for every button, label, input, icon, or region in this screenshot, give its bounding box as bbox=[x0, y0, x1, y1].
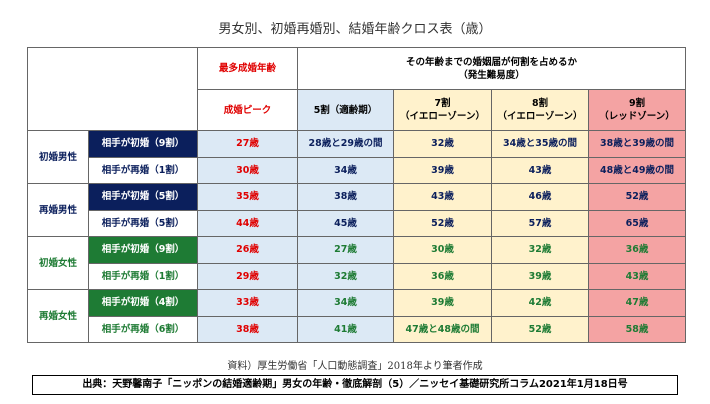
header-text: （レッドゾーン） bbox=[599, 111, 675, 122]
age-cell: 35歳 bbox=[197, 183, 298, 211]
row: 相手が再婚（1割） 29歳 32歳 36歳 39歳 43歳 bbox=[28, 262, 687, 290]
age-cell: 30歳 bbox=[197, 156, 298, 184]
age-cell: 65歳 bbox=[587, 209, 687, 237]
age-cell: 46歳 bbox=[491, 183, 589, 211]
age-cell: 27歳 bbox=[197, 130, 298, 158]
header-cell: 成婚ピーク bbox=[197, 89, 298, 131]
age-cell: 26歳 bbox=[197, 236, 298, 264]
partner-label: 相手が再婚（6割） bbox=[88, 315, 198, 343]
partner-label: 相手が再婚（1割） bbox=[88, 156, 198, 184]
age-cell: 42歳 bbox=[491, 289, 589, 317]
age-cell: 32歳 bbox=[491, 236, 589, 264]
group-label: 初婚男性 bbox=[27, 130, 89, 184]
partner-label: 相手が初婚（9割） bbox=[88, 236, 198, 264]
table: 最多成婚年齢 その年齢までの婚姻届が何割を占めるか （発生難易度） 成婚ピーク 5… bbox=[27, 47, 687, 343]
age-cell: 36歳 bbox=[393, 262, 492, 290]
age-cell: 38歳 bbox=[197, 315, 298, 343]
age-cell: 44歳 bbox=[197, 209, 298, 237]
row: 初婚女性 相手が初婚（9割） 26歳 27歳 30歳 32歳 36歳 bbox=[27, 236, 687, 290]
header-text: （イエローゾーン） bbox=[400, 111, 485, 122]
group-label: 再婚男性 bbox=[27, 183, 89, 237]
age-cell: 34歳 bbox=[297, 289, 394, 317]
age-cell: 39歳 bbox=[491, 262, 589, 290]
row: 相手が再婚（5割） 44歳 45歳 52歳 57歳 65歳 bbox=[28, 209, 687, 237]
header-text: 8割 bbox=[531, 98, 549, 109]
row: 初婚男性 相手が初婚（9割） 27歳 28歳と29歳の間 32歳 34歳と35歳の間 38歳… bbox=[27, 130, 687, 184]
age-cell: 52歳 bbox=[393, 209, 492, 237]
age-cell: 52歳 bbox=[587, 183, 687, 211]
partner-label: 相手が再婚（1割） bbox=[88, 262, 198, 290]
age-cell: 47歳 bbox=[587, 289, 687, 317]
header-cell: 8割 （イエローゾーン） bbox=[491, 89, 589, 131]
age-cell: 32歳 bbox=[393, 130, 492, 158]
age-cell: 32歳 bbox=[297, 262, 394, 290]
header-cell: 9割 （レッドゾーン） bbox=[587, 89, 687, 131]
header-cell: 最多成婚年齢 bbox=[197, 47, 298, 90]
row: 相手が再婚（1割） 30歳 34歳 39歳 43歳 48歳と49歳の間 bbox=[28, 156, 687, 184]
partner-label: 相手が初婚（4割） bbox=[88, 289, 198, 317]
age-cell: 43歳 bbox=[491, 156, 589, 184]
header-cell: 5割（適齢期） bbox=[297, 89, 394, 131]
age-cell: 57歳 bbox=[491, 209, 589, 237]
header-text: 9割 bbox=[628, 98, 646, 109]
age-cell: 52歳 bbox=[491, 315, 589, 343]
row: 再婚男性 相手が初婚（5割） 35歳 38歳 43歳 46歳 52歳 bbox=[27, 183, 687, 237]
group-label: 再婚女性 bbox=[27, 289, 89, 343]
age-cell: 47歳と48歳の間 bbox=[393, 315, 492, 343]
age-cell: 39歳 bbox=[393, 156, 492, 184]
age-cell: 48歳と49歳の間 bbox=[587, 156, 687, 184]
age-cell: 36歳 bbox=[587, 236, 687, 264]
partner-label: 相手が初婚（9割） bbox=[88, 130, 198, 158]
partner-label: 相手が初婚（5割） bbox=[88, 183, 198, 211]
age-cell: 43歳 bbox=[587, 262, 687, 290]
header-text: 7割 bbox=[434, 98, 451, 109]
age-cell: 27歳 bbox=[297, 236, 394, 264]
title: 男女別、初婚再婚別、結婚年齢クロス表（歳） bbox=[218, 22, 492, 37]
source: 出典：天野馨南子「ニッポンの結婚適齢期」男女の年齢・徹底解剖（5）／ニッセイ基礎… bbox=[32, 375, 678, 395]
age-cell: 33歳 bbox=[197, 289, 298, 317]
age-cell: 30歳 bbox=[393, 236, 492, 264]
header-text: （イエローゾーン） bbox=[497, 111, 583, 122]
header-text: その年齢までの婚姻届が何割を占めるか bbox=[406, 56, 578, 68]
row: 相手が再婚（6割） 38歳 41歳 47歳と48歳の間 52歳 58歳 bbox=[28, 315, 687, 343]
partner-label: 相手が再婚（5割） bbox=[88, 209, 198, 237]
age-cell: 38歳と39歳の間 bbox=[587, 130, 687, 158]
group-label: 初婚女性 bbox=[27, 236, 89, 290]
age-cell: 28歳と29歳の間 bbox=[297, 130, 394, 158]
age-cell: 38歳 bbox=[297, 183, 394, 211]
age-cell: 43歳 bbox=[393, 183, 492, 211]
age-cell: 58歳 bbox=[587, 315, 687, 343]
age-cell: 45歳 bbox=[297, 209, 394, 237]
age-cell: 34歳と35歳の間 bbox=[491, 130, 589, 158]
age-cell: 34歳 bbox=[297, 156, 394, 184]
header-cell: 7割 （イエローゾーン） bbox=[393, 89, 492, 131]
age-cell: 41歳 bbox=[297, 315, 394, 343]
age-cell: 29歳 bbox=[197, 262, 298, 290]
corner bbox=[27, 47, 198, 131]
header-cell: その年齢までの婚姻届が何割を占めるか （発生難易度） bbox=[296, 47, 687, 90]
header-text: （発生難易度） bbox=[458, 69, 525, 81]
age-cell: 39歳 bbox=[393, 289, 492, 317]
footnote: 資料）厚生労働省「人口動態調査」2018年より筆者作成 bbox=[227, 361, 483, 372]
row: 再婚女性 相手が初婚（4割） 33歳 34歳 39歳 42歳 47歳 bbox=[27, 289, 687, 343]
